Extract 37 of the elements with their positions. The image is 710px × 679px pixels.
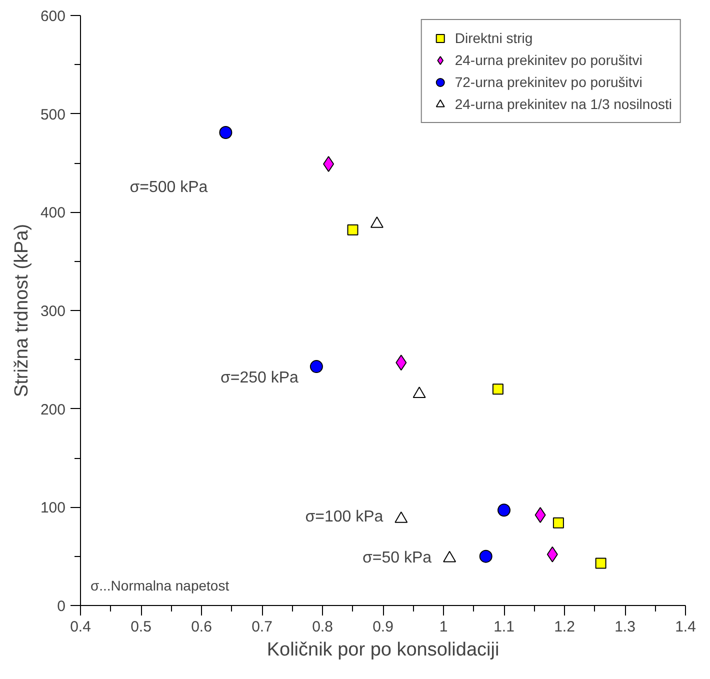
annotation: σ=100 kPa <box>305 508 384 526</box>
x-tick-label: 1.1 <box>494 618 514 636</box>
annotation: σ...Normalna napetost <box>90 578 230 594</box>
x-tick-label: 0.4 <box>70 618 91 636</box>
x-tick-label: 1 <box>439 618 448 636</box>
y-tick-label: 500 <box>40 106 66 124</box>
x-tick-label: 0.6 <box>191 618 212 636</box>
x-tick-label: 0.7 <box>252 618 272 636</box>
point <box>347 224 358 236</box>
y-tick-label: 400 <box>40 204 66 222</box>
annotation: σ=50 kPa <box>362 550 432 567</box>
x-tick-label: 0.8 <box>312 618 333 636</box>
legend-label: 72-urna prekinitev po porušitvi <box>454 74 642 90</box>
x-tick-label: 0.5 <box>130 618 152 636</box>
annotation: σ=250 kPa <box>220 370 299 387</box>
y-tick-label: 600 <box>40 8 66 25</box>
x-tick-label: 0.9 <box>372 618 394 636</box>
point <box>310 360 323 374</box>
legend-label: 24-urna prekinitev po porušitvi <box>454 52 642 68</box>
y-tick-label: 300 <box>40 303 66 320</box>
x-tick-label: 1.2 <box>554 618 575 636</box>
y-tick-label: 200 <box>40 401 66 418</box>
point <box>595 558 606 569</box>
legend-label: 24-urna prekinitev na 1/3 nosilnosti <box>454 96 672 112</box>
point <box>552 517 564 528</box>
y-axis-title: Strižna trdnost (kPa) <box>11 224 32 398</box>
point <box>492 384 504 395</box>
y-tick-label: 0 <box>57 598 66 615</box>
legend-label: Direktni strig <box>454 30 533 46</box>
x-tick-label: 1.3 <box>614 618 636 636</box>
y-tick-label: 100 <box>40 500 66 517</box>
point <box>479 550 492 563</box>
point <box>219 126 232 140</box>
x-axis-title: Količnik por po konsolidaciji <box>266 640 500 660</box>
x-tick-label: 1.4 <box>675 618 696 636</box>
point <box>498 504 510 517</box>
annotation: σ=500 kPa <box>130 179 208 196</box>
